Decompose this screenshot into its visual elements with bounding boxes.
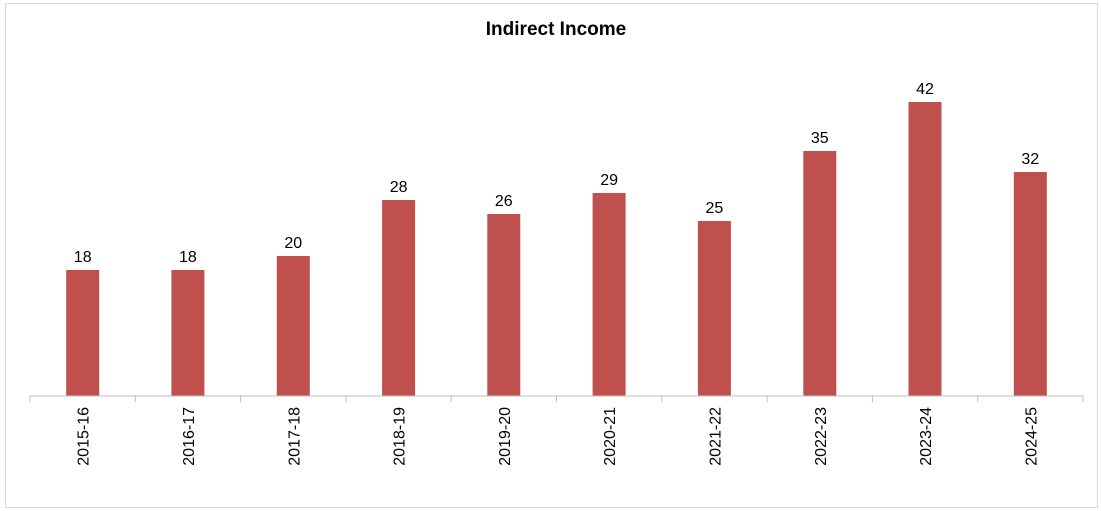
bar-2021-22 [697, 221, 731, 396]
bar-2022-23 [803, 151, 837, 396]
data-label-2019-20: 26 [495, 193, 513, 210]
data-label-2020-21: 29 [600, 172, 618, 189]
x-tick-label-2024-25: 2024-25 [1023, 407, 1040, 466]
data-label-2015-16: 18 [74, 249, 92, 266]
bar-2018-19 [382, 200, 416, 396]
bar-2024-25 [1013, 172, 1047, 396]
x-axis: 2015-16 2016-17 2017-18 2018-19 2019-20 2020-… [29, 395, 1084, 466]
bar-2016-17 [171, 270, 205, 396]
data-label-2024-25: 32 [1021, 151, 1039, 168]
data-label-2018-19: 28 [390, 179, 408, 196]
bars-group [66, 102, 1047, 396]
data-label-2017-18: 20 [284, 235, 302, 252]
bar-2020-21 [592, 193, 626, 396]
x-tick-label-2016-17: 2016-17 [181, 407, 198, 466]
x-tick-label-2018-19: 2018-19 [392, 407, 409, 466]
bar-2017-18 [276, 256, 310, 396]
chart-title: Indirect Income [486, 19, 626, 40]
x-tick-label-2019-20: 2019-20 [497, 407, 514, 466]
data-labels-group: 18 18 20 28 26 29 25 35 42 32 [74, 81, 1039, 266]
data-label-2022-23: 35 [811, 130, 829, 147]
bar-2015-16 [66, 270, 100, 396]
bar-2019-20 [487, 214, 521, 396]
x-tick-label-2020-21: 2020-21 [602, 407, 619, 466]
x-tick-label-2017-18: 2017-18 [286, 407, 303, 466]
data-label-2021-22: 25 [706, 200, 724, 217]
x-tick-label-2023-24: 2023-24 [918, 407, 935, 466]
x-tick-label-2021-22: 2021-22 [707, 407, 724, 466]
bar-2023-24 [908, 102, 942, 396]
data-label-2016-17: 18 [179, 249, 197, 266]
data-label-2023-24: 42 [916, 81, 934, 98]
x-tick-label-2015-16: 2015-16 [76, 407, 93, 466]
x-tick-label-2022-23: 2022-23 [813, 407, 830, 466]
